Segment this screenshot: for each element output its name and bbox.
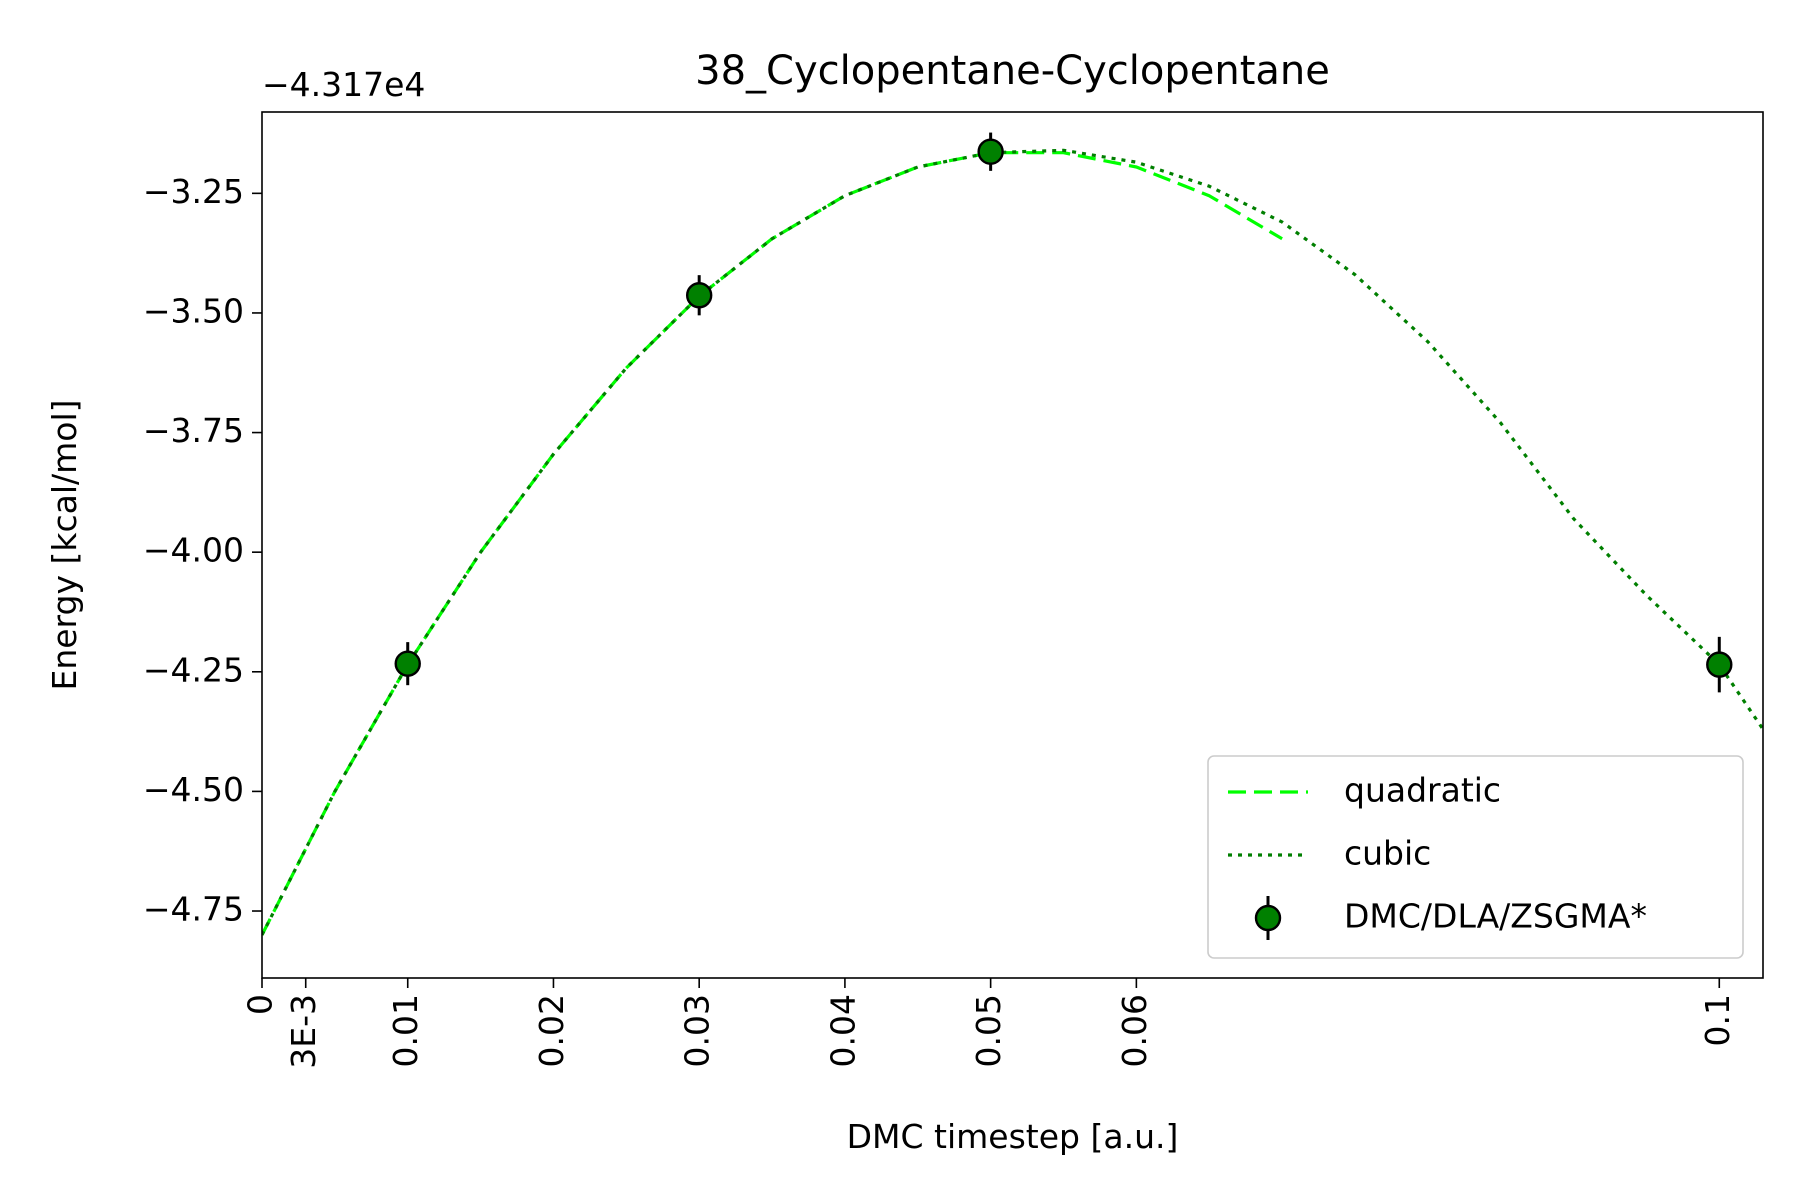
y-tick-label: −3.50: [143, 291, 244, 330]
axes-frame: [261, 111, 1764, 979]
x-tick-label: 0.01: [386, 994, 425, 1067]
y-offset-label: −4.317e4: [262, 65, 425, 104]
x-tick-label: 0.06: [1115, 994, 1154, 1067]
x-tick-label: 0: [241, 994, 280, 1015]
data-point: [977, 138, 1004, 165]
x-tick-label: 0.05: [969, 994, 1008, 1067]
legend-label: quadratic: [1344, 771, 1501, 810]
x-tick-label: 0.04: [823, 994, 862, 1067]
y-tick-label: −3.75: [143, 411, 244, 450]
x-tick-label: 0.02: [532, 994, 571, 1067]
data-point: [685, 282, 713, 309]
legend-swatch: [1254, 904, 1282, 932]
legend-box: [1207, 755, 1744, 959]
y-axis-label: Energy [kcal/mol]: [45, 399, 84, 690]
y-tick-label: −4.25: [143, 650, 244, 689]
plot-area: [262, 132, 1763, 936]
axis-ticks: 0 3E-3 0.01 0.02 0.03 0.04 0.05 0.06 0.1 −3.25 −3.…: [143, 172, 1737, 1069]
legend-label: DMC/DLA/ZSGMA*: [1344, 897, 1647, 936]
x-tick-label: 0.1: [1698, 994, 1737, 1046]
legend-label: cubic: [1344, 834, 1431, 873]
legend: quadratic cubic DMC/DLA/ZSGMA*: [1207, 755, 1744, 959]
y-tick-label: −3.25: [143, 172, 244, 211]
data-point: [1706, 651, 1733, 678]
y-tick-label: −4.50: [143, 770, 244, 809]
y-tick-label: −4.75: [143, 890, 244, 929]
data-point: [394, 650, 421, 677]
x-tick-label: 0.03: [678, 994, 717, 1067]
x-axis-label: DMC timestep [a.u.]: [847, 1117, 1179, 1156]
series-line-quadratic: [262, 151, 1283, 936]
y-tick-label: −4.00: [143, 531, 244, 570]
chart-title: 38_Cyclopentane-Cyclopentane: [695, 48, 1330, 94]
series-line-cubic: [262, 148, 1763, 936]
x-tick-label: 3E-3: [284, 994, 323, 1069]
